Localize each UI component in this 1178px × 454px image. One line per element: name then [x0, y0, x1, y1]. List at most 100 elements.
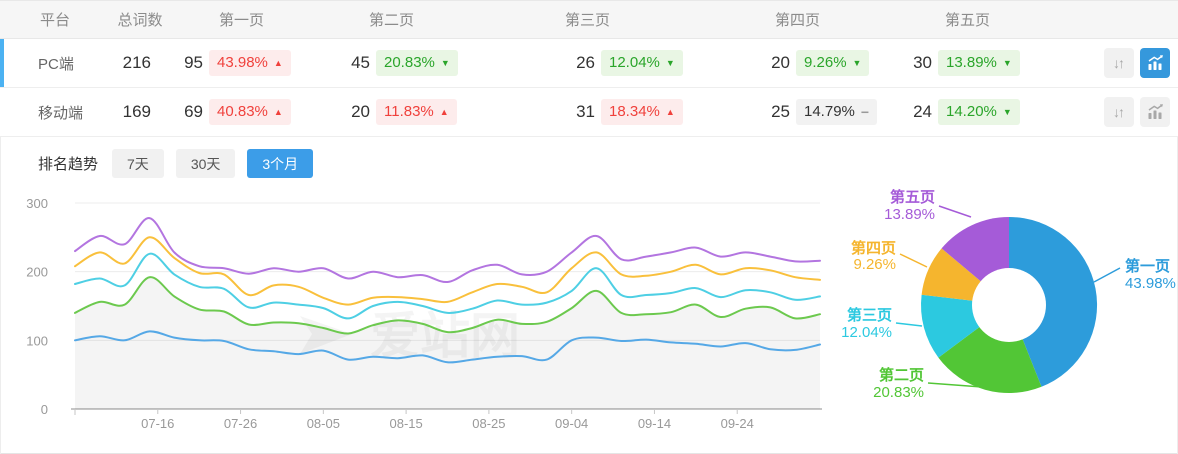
table-row[interactable]: 移动端 169 69 40.83% ▲ 20 11.83% ▲ 31 18.34% ▲ 25 14.79… — [0, 88, 1178, 137]
section-title: 排名趋势 — [38, 156, 99, 173]
bar-chart-icon — [1148, 104, 1163, 119]
column-header: 平台 — [40, 12, 71, 29]
trend-chart-button[interactable] — [1140, 48, 1170, 78]
change-badge: 14.20% ▼ — [938, 99, 1020, 125]
y-axis-label: 200 — [26, 265, 48, 280]
up-down-arrows-icon: ↓↑ — [1113, 55, 1125, 71]
donut-label-percent: 20.83% — [873, 384, 924, 401]
total-words-value: 169 — [122, 102, 151, 121]
donut-label-leader — [938, 205, 972, 218]
bar-chart-icon — [1148, 55, 1163, 70]
page-count-value: 24 — [913, 102, 932, 121]
trend-tab[interactable]: 30天 — [175, 149, 236, 178]
column-header: 第一页 — [218, 12, 264, 29]
change-badge: 14.79% − — [796, 99, 878, 125]
page-count-value: 69 — [184, 102, 203, 121]
platform-label: 移动端 — [38, 104, 84, 122]
trend-toolbar: 排名趋势 7天 30天 3个月 — [0, 137, 1178, 188]
donut-label-percent: 9.26% — [853, 256, 896, 273]
down-arrow-icon: ▼ — [440, 57, 450, 68]
compare-button[interactable]: ↓↑ — [1104, 48, 1134, 78]
column-header: 第五页 — [944, 12, 990, 29]
donut-label-name: 第二页 — [879, 366, 924, 384]
y-axis-label: 100 — [26, 333, 48, 348]
x-axis-label: 08-05 — [307, 416, 340, 431]
page-count-value: 25 — [771, 102, 790, 121]
x-axis-label: 08-25 — [472, 416, 505, 431]
change-percent: 9.26% — [804, 54, 847, 71]
compare-button[interactable]: ↓↑ — [1104, 97, 1134, 127]
change-percent: 14.20% — [946, 103, 997, 120]
change-percent: 20.83% — [384, 54, 435, 71]
change-badge: 20.83% ▼ — [376, 50, 458, 76]
trend-tab[interactable]: 7天 — [112, 149, 164, 178]
donut-label-leader — [927, 382, 983, 388]
line-series — [74, 276, 821, 335]
trend-line-chart: 0 100 200 300 爱站网 07-16 07-26 08-05 08-15 08-25 09… — [26, 196, 822, 431]
ranking-table: 平台 总词数 第一页 第二页 第三页 第四页 第五页 PC端 216 95 43.98% ▲ 45 20… — [0, 0, 1178, 137]
y-axis-label: 0 — [41, 402, 48, 417]
y-axis-label: 300 — [26, 196, 48, 211]
page-change-cell: 12.04% ▼ — [595, 50, 700, 76]
donut-hole — [972, 268, 1046, 342]
change-percent: 12.04% — [609, 54, 660, 71]
change-badge: 12.04% ▼ — [601, 50, 683, 76]
donut-label-leader — [1093, 267, 1121, 283]
page-count-value: 26 — [576, 53, 595, 72]
up-arrow-icon: ▲ — [273, 106, 283, 117]
line-series — [74, 217, 821, 284]
page-count-value: 30 — [913, 53, 932, 72]
change-badge: 9.26% ▼ — [796, 50, 870, 76]
column-header: 第三页 — [564, 12, 610, 29]
series-area-fill — [75, 277, 820, 409]
page-count-value: 31 — [576, 102, 595, 121]
change-badge: 40.83% ▲ — [209, 99, 291, 125]
x-axis-label: 07-26 — [224, 416, 257, 431]
down-arrow-icon: ▼ — [1002, 106, 1012, 117]
up-arrow-icon: ▲ — [439, 106, 449, 117]
donut-label-name: 第五页 — [890, 188, 935, 206]
watermark: 爱站网 — [300, 308, 520, 364]
platform-label: PC端 — [38, 55, 74, 73]
donut-label-leader — [895, 322, 923, 327]
row-actions: ↓↑ — [1040, 97, 1178, 127]
donut-label-percent: 13.89% — [884, 206, 935, 223]
page-change-cell: 20.83% ▼ — [370, 50, 475, 76]
donut-label-name: 第一页 — [1125, 257, 1170, 275]
column-header: 第四页 — [774, 12, 820, 29]
line-series — [74, 330, 821, 364]
up-arrow-icon: ▲ — [665, 106, 675, 117]
donut-label-name: 第三页 — [847, 306, 892, 324]
donut-label-name: 第四页 — [851, 239, 896, 257]
charts-area: 0 100 200 300 爱站网 07-16 07-26 08-05 08-15 08-25 09… — [0, 188, 1178, 452]
change-badge: 11.83% ▲ — [376, 99, 457, 125]
down-arrow-icon: ▼ — [852, 57, 862, 68]
table-row[interactable]: PC端 216 95 43.98% ▲ 45 20.83% ▼ 26 12.04% ▼ 20 9.26%… — [0, 39, 1178, 88]
line-series — [74, 252, 821, 320]
page-change-cell: 40.83% ▲ — [203, 99, 308, 125]
x-axis-label: 08-15 — [389, 416, 422, 431]
down-arrow-icon: ▼ — [1002, 57, 1012, 68]
change-badge: 43.98% ▲ — [209, 50, 291, 76]
trend-tab[interactable]: 3个月 — [247, 149, 314, 178]
page-change-cell: 9.26% ▼ — [790, 50, 895, 76]
column-header: 总词数 — [117, 12, 163, 29]
trend-chart-button[interactable] — [1140, 97, 1170, 127]
x-axis-label: 09-04 — [555, 416, 588, 431]
page-count-value: 20 — [351, 102, 370, 121]
up-arrow-icon: ▲ — [273, 57, 283, 68]
change-percent: 18.34% — [609, 103, 660, 120]
page-count-value: 45 — [351, 53, 370, 72]
page-change-cell: 11.83% ▲ — [370, 99, 475, 125]
page-change-cell: 14.79% − — [790, 99, 895, 125]
table-body: PC端 216 95 43.98% ▲ 45 20.83% ▼ 26 12.04% ▼ 20 9.26%… — [0, 39, 1178, 137]
trend-tabs: 7天 30天 3个月 — [112, 149, 325, 178]
change-percent: 43.98% — [217, 54, 268, 71]
page-change-cell: 13.89% ▼ — [932, 50, 1040, 76]
page-change-cell: 18.34% ▲ — [595, 99, 700, 125]
change-badge: 13.89% ▼ — [938, 50, 1020, 76]
page-change-cell: 14.20% ▼ — [932, 99, 1040, 125]
x-axis-label: 09-24 — [721, 416, 754, 431]
